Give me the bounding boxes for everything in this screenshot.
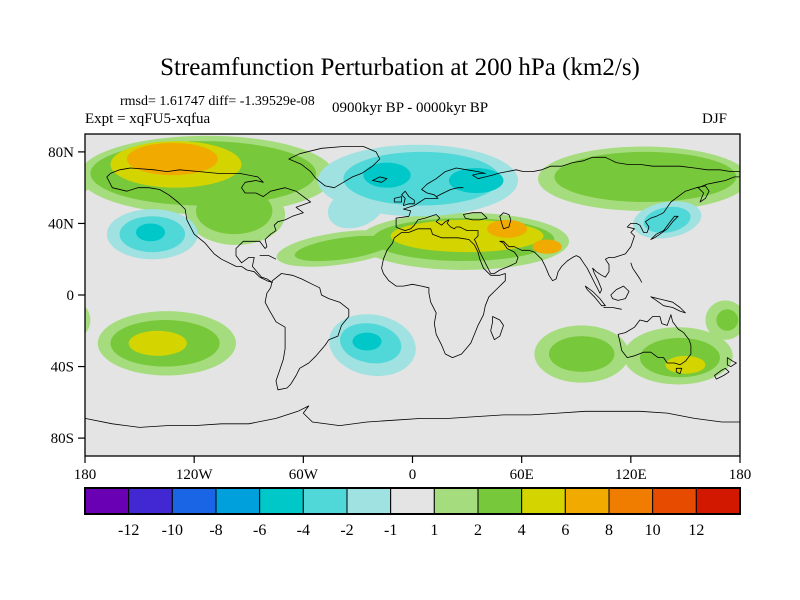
colorbar-label: -2: [340, 522, 353, 539]
coastline: [726, 357, 737, 367]
season-label: DJF: [701, 111, 727, 127]
y-tick-label: 80N: [48, 145, 74, 161]
coastline: [264, 273, 350, 391]
x-tick-label: 120W: [176, 467, 214, 483]
colorbar-segment: [564, 487, 610, 515]
stats-text: rmsd= 1.61747 diff= -1.39529e-08: [120, 94, 315, 109]
colorbar-segment: [608, 487, 654, 515]
anomaly-satlantic-cyan-core: [352, 332, 382, 351]
coastline: [436, 187, 464, 197]
colorbar-segment: [390, 487, 435, 515]
coastline: [675, 367, 683, 375]
colorbar-label: 10: [645, 522, 661, 539]
x-tick-label: 60W: [289, 467, 319, 483]
colorbar-segment: [652, 487, 697, 515]
colorbar-label: -8: [209, 522, 222, 539]
colorbar-label: 6: [561, 522, 569, 539]
colorbar-segment: [128, 487, 173, 515]
anomaly-nh-band-east: [554, 151, 737, 202]
coastline: [106, 167, 311, 283]
chart-title: Streamfunction Perturbation at 200 hPa (…: [160, 54, 640, 81]
map-layers: [85, 134, 740, 456]
anomaly-australia-yellow: [665, 355, 706, 374]
coastline: [610, 285, 630, 301]
colorbar-label: -4: [297, 522, 310, 539]
colorbar-label: 8: [605, 522, 613, 539]
coastline: [393, 196, 402, 203]
colorbar-label: 12: [688, 522, 704, 539]
colorbar-label: 4: [518, 522, 526, 539]
coastline: [499, 212, 512, 230]
y-tick-label: 80S: [51, 431, 74, 447]
anomaly-atlantic-arm: [294, 235, 393, 262]
anomaly-wpacific-tropical-green: [716, 309, 739, 331]
anomaly-nh-band-west-shell: [734, 163, 740, 187]
anomaly-na-green: [195, 187, 273, 235]
coastline: [463, 212, 488, 221]
anomaly-mideast-orange: [487, 219, 528, 238]
coastline: [617, 314, 692, 366]
coastline: [372, 176, 388, 183]
x-tick-label: 180: [729, 467, 752, 483]
x-tick-label: 60E: [510, 467, 534, 483]
colorbar-segment: [84, 487, 130, 515]
anomaly-europe-cyan-core: [448, 167, 504, 194]
anomaly-india-orange: [532, 239, 562, 254]
coastline: [288, 146, 381, 189]
colorbar-segment: [695, 487, 741, 515]
coastline: [85, 405, 740, 428]
period-label: 0900kyr BP - 0000kyr BP: [331, 100, 489, 116]
anomaly-sindian-green: [548, 336, 615, 372]
colorbar-segment: [259, 487, 304, 515]
anomaly-spacific-yellow: [128, 330, 187, 356]
x-tick-label: 120E: [615, 467, 647, 483]
anomaly-epacific-cyan-core: [135, 223, 166, 242]
coastline: [395, 156, 740, 294]
colorbar-label: -1: [384, 522, 397, 539]
colorbar-segment: [215, 487, 261, 515]
coastline: [650, 296, 686, 314]
colorbar-segment: [171, 487, 217, 515]
experiment-label: Expt = xqFU5-xqfua: [85, 111, 211, 127]
coastline: [259, 255, 277, 260]
y-tick-label: 40S: [51, 360, 74, 376]
x-tick-label: 0: [409, 467, 417, 483]
coastline: [490, 316, 504, 341]
colorbar-segment: [346, 487, 392, 515]
coastline: [603, 307, 622, 310]
anomaly-alaska-orange: [126, 142, 218, 176]
colorbar-segment: [302, 487, 348, 515]
colorbar-label: 2: [474, 522, 482, 539]
colorbar-label: -10: [162, 522, 183, 539]
coastline: [650, 215, 679, 240]
anomaly-wpacific-tropical-green-shell: [85, 306, 91, 334]
colorbar-frame: [84, 487, 741, 515]
anomaly-greenland-cyan-core: [363, 162, 411, 188]
anomaly-japan-cyan: [643, 206, 691, 233]
colorbar-label: -12: [118, 522, 139, 539]
colorbar-label: 1: [430, 522, 438, 539]
coastline: [714, 367, 730, 380]
y-tick-label: 0: [67, 288, 75, 304]
coastline: [584, 285, 606, 307]
colorbar-segment: [477, 487, 523, 515]
coastline: [381, 228, 506, 358]
x-tick-label: 180: [74, 467, 97, 483]
coastline: [630, 262, 643, 283]
anomaly-nh-band-east-shell: [85, 165, 95, 192]
colorbar-segment: [433, 487, 479, 515]
coastline: [401, 190, 415, 206]
y-tick-label: 40N: [48, 216, 74, 232]
colorbar-label: -6: [253, 522, 266, 539]
colorbar-segment: [521, 487, 566, 515]
